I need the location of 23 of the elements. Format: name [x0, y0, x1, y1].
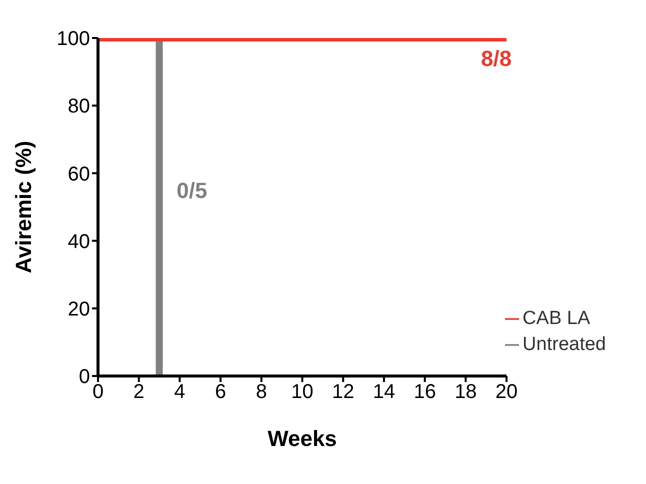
annotation: 0/5: [176, 178, 208, 203]
y-tick-label: 40: [68, 230, 90, 253]
x-tick-label: 12: [332, 381, 354, 404]
x-tick-label: 16: [414, 381, 436, 404]
y-tick-label: 0: [78, 366, 90, 388]
x-tick-label: 14: [372, 381, 396, 404]
y-tick-label: 20: [68, 298, 90, 320]
x-tick-label: 6: [215, 381, 226, 404]
x-tick-label: 18: [454, 381, 477, 404]
x-tick-label: 4: [174, 381, 186, 404]
annotation: 8/8: [481, 46, 512, 72]
x-axis-title: Weeks: [268, 426, 337, 451]
x-tick-label: 8: [256, 381, 267, 404]
legend-label: CAB LA: [522, 308, 590, 329]
y-tick-label: 80: [68, 96, 90, 118]
y-tick-label: 100: [56, 28, 90, 50]
x-tick-label: 20: [495, 381, 518, 404]
y-axis-title: Aviremic (%): [10, 140, 36, 274]
x-tick-label: 10: [291, 381, 314, 404]
x-tick-label: 2: [133, 381, 144, 404]
y-tick-label: 60: [68, 163, 90, 186]
legend-label: Untreated: [522, 334, 606, 355]
x-tick-label: 0: [92, 381, 104, 404]
